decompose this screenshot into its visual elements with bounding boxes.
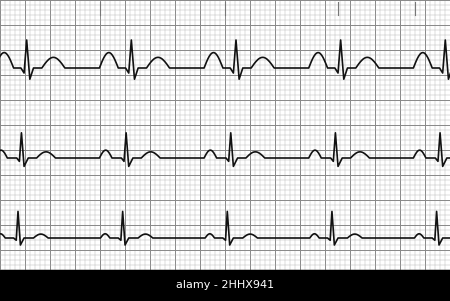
Text: alamy - 2HHX941: alamy - 2HHX941 — [176, 281, 274, 290]
Bar — [0, 270, 450, 301]
